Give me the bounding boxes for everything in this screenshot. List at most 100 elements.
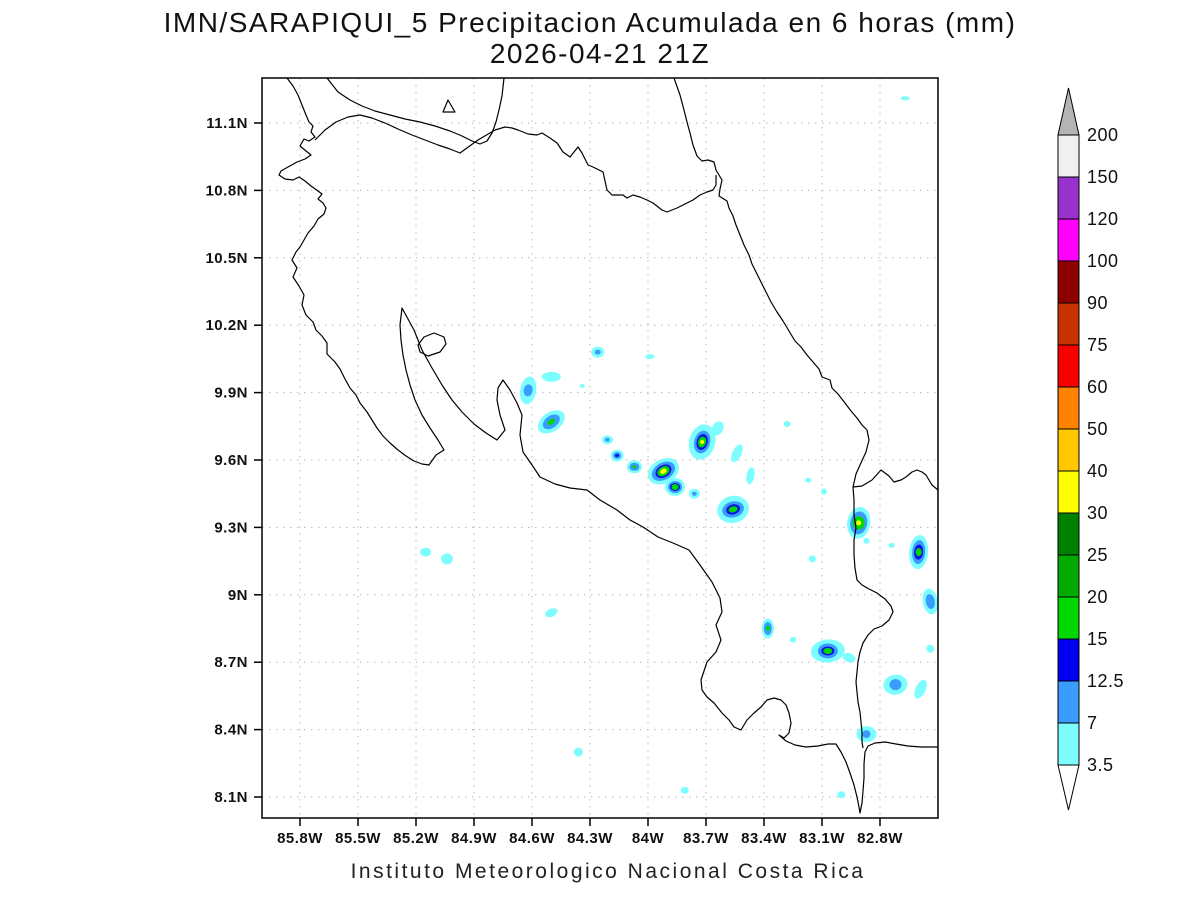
precip-contour-level-7 [604,437,610,442]
precip-cell [820,488,827,495]
precip-cell [888,542,895,548]
precip-cell [610,449,624,462]
precip-cell [420,547,432,557]
colorbar: 3.5 7 12.5 15 20 25 30 40 50 60 75 90 100 120 150 200 [1057,87,1124,811]
lat-tick-label: 8.4N [214,722,248,739]
precip-cell [914,679,927,699]
colorbar-segment [1057,176,1080,220]
precip-contour-level-3.5 [573,747,583,757]
precip-cell [626,460,642,474]
precip-contour-level-3.5 [926,644,935,653]
precip-cell [440,553,453,565]
precip-cell [761,618,774,639]
lat-tick-label: 10.8N [205,182,248,199]
chart-title: IMN/SARAPIQUI_5 Precipitacion Acumulada … [164,7,1017,38]
colorbar-label: 40 [1087,461,1108,481]
colorbar-label: 90 [1087,293,1108,313]
precip-contour-level-15 [728,506,738,513]
precip-cell [537,410,565,434]
lon-tick-label: 84.6W [509,830,555,847]
precip-cell [900,96,910,101]
precip-contour-level-7 [594,349,601,355]
colorbar-label: 75 [1087,335,1108,355]
footer-caption: Instituto Meteorologico Nacional Costa R… [351,860,866,883]
lake-nicaragua-shore [326,77,505,145]
precip-contour-level-3.5 [863,537,870,544]
precip-contour-level-3.5 [820,488,827,495]
precip-contour-level-3.5 [680,786,689,794]
precip-cell [688,488,700,499]
precip-cell [837,791,846,799]
colorbar-segment [1057,260,1080,304]
precip-contour-level-3.5 [914,679,927,699]
colorbar-segment [1057,638,1080,682]
precip-contour-level-7 [862,730,871,739]
colorbar-label: 30 [1087,503,1108,523]
precip-contour-level-12.5 [615,454,620,458]
precip-contour-level-7 [691,491,697,496]
colorbar-label: 50 [1087,419,1108,439]
colorbar-segment [1057,512,1080,556]
precip-cell [926,644,935,653]
lon-tick-label: 83.1W [799,830,845,847]
precip-contour-level-3.5 [420,547,432,557]
precip-contour-level-3.5 [440,553,453,565]
precip-cell [863,537,870,544]
colorbar-label: 150 [1087,167,1119,187]
precip-cell [856,726,877,743]
precip-contour-level-15 [765,626,770,632]
colorbar-label: 60 [1087,377,1108,397]
precip-cell [746,467,755,485]
lon-tick-label: 84.3W [567,830,613,847]
colorbar-label: 100 [1087,251,1119,271]
lat-tick-label: 9.6N [214,452,248,469]
precip-cell [591,346,605,358]
colorbar-under-arrow [1057,764,1080,811]
precip-cell [645,354,655,360]
colorbar-label: 200 [1087,125,1119,145]
pacific-coastline [278,77,938,814]
colorbar-segment [1057,218,1080,262]
colorbar-segment [1057,470,1080,514]
precip-cell [789,636,796,643]
precip-cell [519,376,537,405]
colorbar-label: 25 [1087,545,1108,565]
precip-cell [665,477,686,496]
map-frame [261,77,939,819]
colorbar-label: 120 [1087,209,1119,229]
colorbar-segment [1057,428,1080,472]
precip-contour-level-15 [632,465,637,469]
precip-contour-level-3.5 [842,652,856,663]
chira-island [417,332,447,357]
precip-contour-level-3.5 [888,542,895,548]
precip-contour-level-3.5 [789,636,796,643]
precip-contour-level-30 [856,520,862,526]
precip-contour-level-3.5 [783,421,791,428]
lat-tick-label: 10.5N [205,250,248,267]
precip-cell [573,747,583,757]
colorbar-segment [1057,386,1080,430]
lon-tick-label: 83.4W [741,830,787,847]
lat-tick-label: 11.1N [206,115,248,132]
precip-contour-level-30 [660,468,667,475]
lon-tick-label: 84.9W [451,830,497,847]
precip-contour-level-7 [889,679,902,691]
lon-tick-label: 82.8W [857,830,903,847]
precip-cell [579,383,585,388]
lat-tick-label: 9.3N [214,519,248,536]
colorbar-segment [1057,134,1080,178]
precip-contour-level-15 [915,548,922,557]
ometepe-island [442,99,456,113]
colorbar-label: 7 [1087,713,1098,733]
precip-contour-level-3.5 [746,467,755,485]
precipitation-cells [420,96,938,799]
colorbar-segment [1057,596,1080,640]
precip-cell [883,674,908,695]
lon-tick-label: 83.7W [683,830,729,847]
colorbar-label: 15 [1087,629,1108,649]
precip-contour-level-3.5 [711,421,724,436]
precip-cell [601,435,613,445]
colorbar-label: 3.5 [1087,755,1114,775]
colorbar-segment [1057,344,1080,388]
lat-tick-label: 8.7N [214,654,248,671]
